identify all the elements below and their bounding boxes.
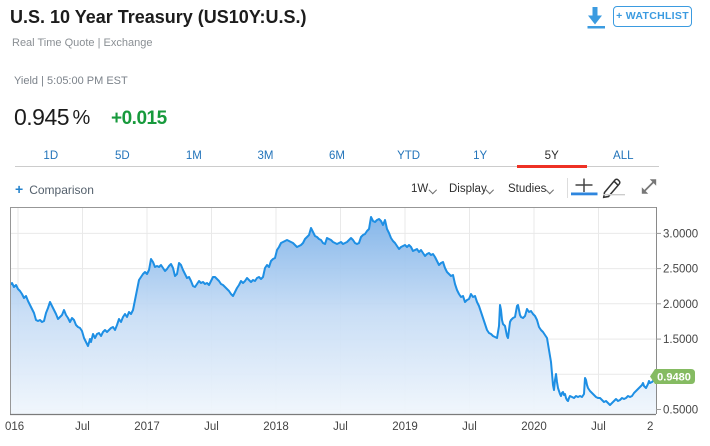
svg-text:2: 2 bbox=[647, 421, 653, 433]
svg-text:1.5000: 1.5000 bbox=[663, 334, 698, 346]
svg-text:Jul: Jul bbox=[591, 421, 606, 433]
svg-text:2020: 2020 bbox=[521, 421, 547, 433]
svg-text:0.5000: 0.5000 bbox=[663, 405, 698, 417]
svg-text:Jul: Jul bbox=[333, 421, 348, 433]
svg-text:2017: 2017 bbox=[134, 421, 160, 433]
svg-text:3.0000: 3.0000 bbox=[663, 228, 698, 240]
svg-text:016: 016 bbox=[5, 421, 24, 433]
svg-text:2.5000: 2.5000 bbox=[663, 264, 698, 276]
svg-text:2018: 2018 bbox=[263, 421, 289, 433]
svg-text:2019: 2019 bbox=[392, 421, 418, 433]
svg-text:0.9480: 0.9480 bbox=[657, 372, 691, 384]
svg-text:Jul: Jul bbox=[75, 421, 90, 433]
svg-text:Jul: Jul bbox=[462, 421, 477, 433]
svg-text:Jul: Jul bbox=[204, 421, 219, 433]
svg-text:2.0000: 2.0000 bbox=[663, 299, 698, 311]
